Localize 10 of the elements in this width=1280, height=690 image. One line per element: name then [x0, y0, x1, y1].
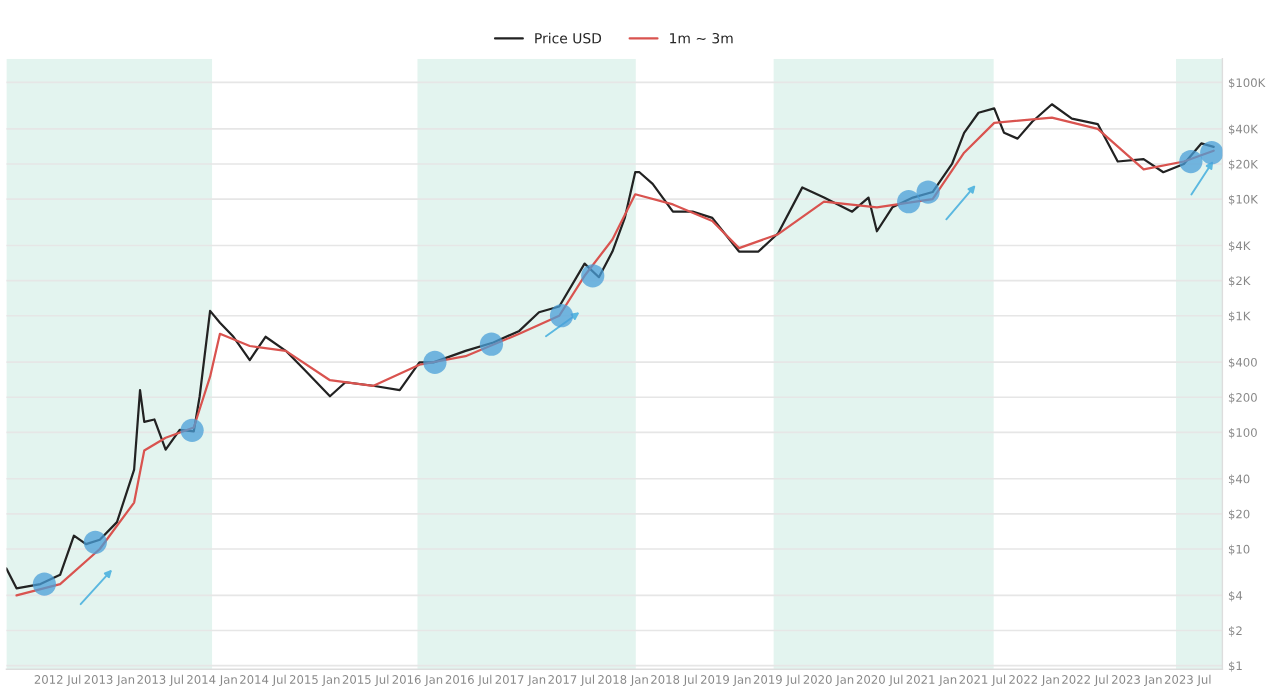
- point: [180, 418, 204, 442]
- point: [916, 180, 940, 204]
- point: [1179, 149, 1203, 174]
- point: [897, 190, 921, 214]
- point: [423, 350, 447, 375]
- point: [83, 530, 107, 554]
- point: [581, 264, 605, 288]
- point: [32, 572, 56, 596]
- point: [479, 332, 504, 356]
- point: [1200, 141, 1223, 165]
